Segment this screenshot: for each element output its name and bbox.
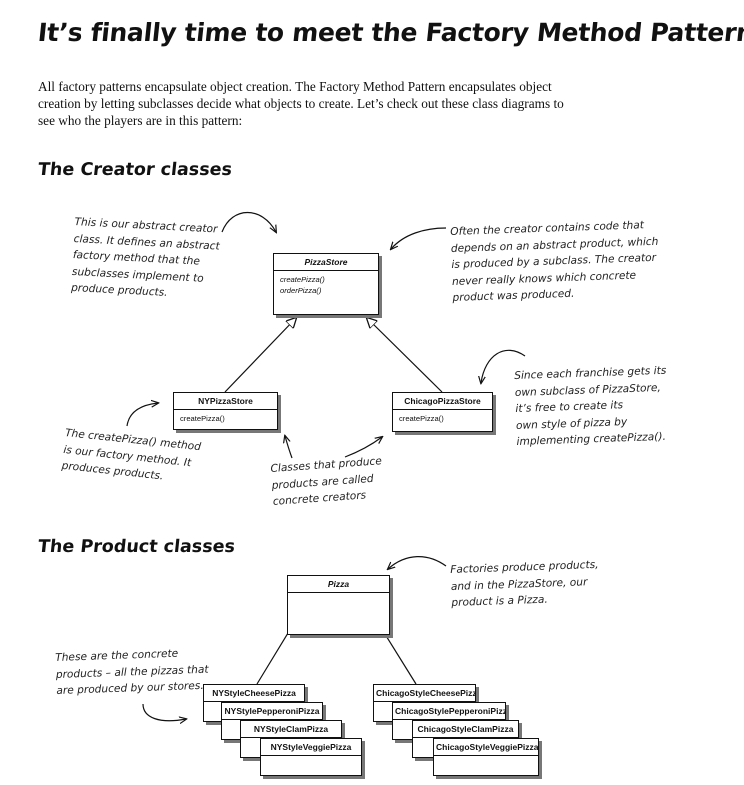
note-arrow-franchise: [481, 349, 526, 383]
note-concrete-creators: Classes that produce products are called…: [270, 455, 383, 508]
uml-class-chicagostyleveggiepizza: ChicagoStyleVeggiePizza: [433, 738, 539, 776]
class-name: ChicagoStyleClamPizza: [413, 721, 518, 738]
method-orderpizza: orderPizza(): [280, 286, 322, 295]
note-abstract-creator: This is our abstract creator class. It d…: [70, 215, 221, 299]
uml-class-nypizzastore: NYPizzaStore createPizza(): [173, 392, 278, 430]
class-name: ChicagoStyleVeggiePizza: [434, 739, 538, 756]
note-arrow-concrete-products: [142, 703, 186, 721]
class-name: ChicagoPizzaStore: [393, 393, 492, 410]
note-concrete-products: These are the concrete products – all th…: [55, 647, 209, 697]
note-franchise: Since each franchise gets its own subcla…: [514, 364, 667, 448]
inherit-line-chicago: [367, 318, 443, 393]
uml-class-pizzastore: PizzaStore createPizza() orderPizza(): [273, 253, 379, 315]
note-creator-code: Often the creator contains code that dep…: [450, 219, 659, 304]
uml-class-pizza: Pizza: [287, 575, 390, 635]
note-arrow-factory-method: [126, 403, 158, 427]
class-name: NYStyleClamPizza: [241, 721, 341, 738]
inherit-line-ny: [224, 318, 296, 393]
note-arrow-creator-code: [391, 227, 447, 249]
class-name: NYStylePepperoniPizza: [222, 703, 322, 720]
class-name: PizzaStore: [274, 254, 378, 271]
method-createpizza: createPizza(): [280, 275, 325, 284]
note-arrow-factories: [388, 556, 447, 569]
note-arrow-concrete-left: [285, 436, 293, 459]
class-name: NYStyleVeggiePizza: [261, 739, 361, 756]
method-createpizza: createPizza(): [180, 414, 225, 423]
note-factories: Factories produce products, and in the P…: [450, 558, 599, 609]
note-arrow-concrete-right: [344, 437, 382, 458]
class-name: NYPizzaStore: [174, 393, 277, 410]
class-name: Pizza: [288, 576, 389, 593]
class-name: NYStyleCheesePizza: [204, 685, 304, 702]
uml-class-nystyleveggiepizza: NYStyleVeggiePizza: [260, 738, 362, 776]
uml-class-chicagopizzastore: ChicagoPizzaStore createPizza(): [392, 392, 493, 432]
class-name: ChicagoStyleCheesePizza: [374, 685, 475, 702]
product-heading: The Product classes: [36, 537, 237, 557]
note-arrow-abstract-creator: [221, 211, 276, 233]
intro-paragraph: All factory patterns encapsulate object …: [38, 79, 564, 128]
method-createpizza: createPizza(): [399, 414, 444, 423]
class-name: ChicagoStylePepperoniPizza: [393, 703, 505, 720]
